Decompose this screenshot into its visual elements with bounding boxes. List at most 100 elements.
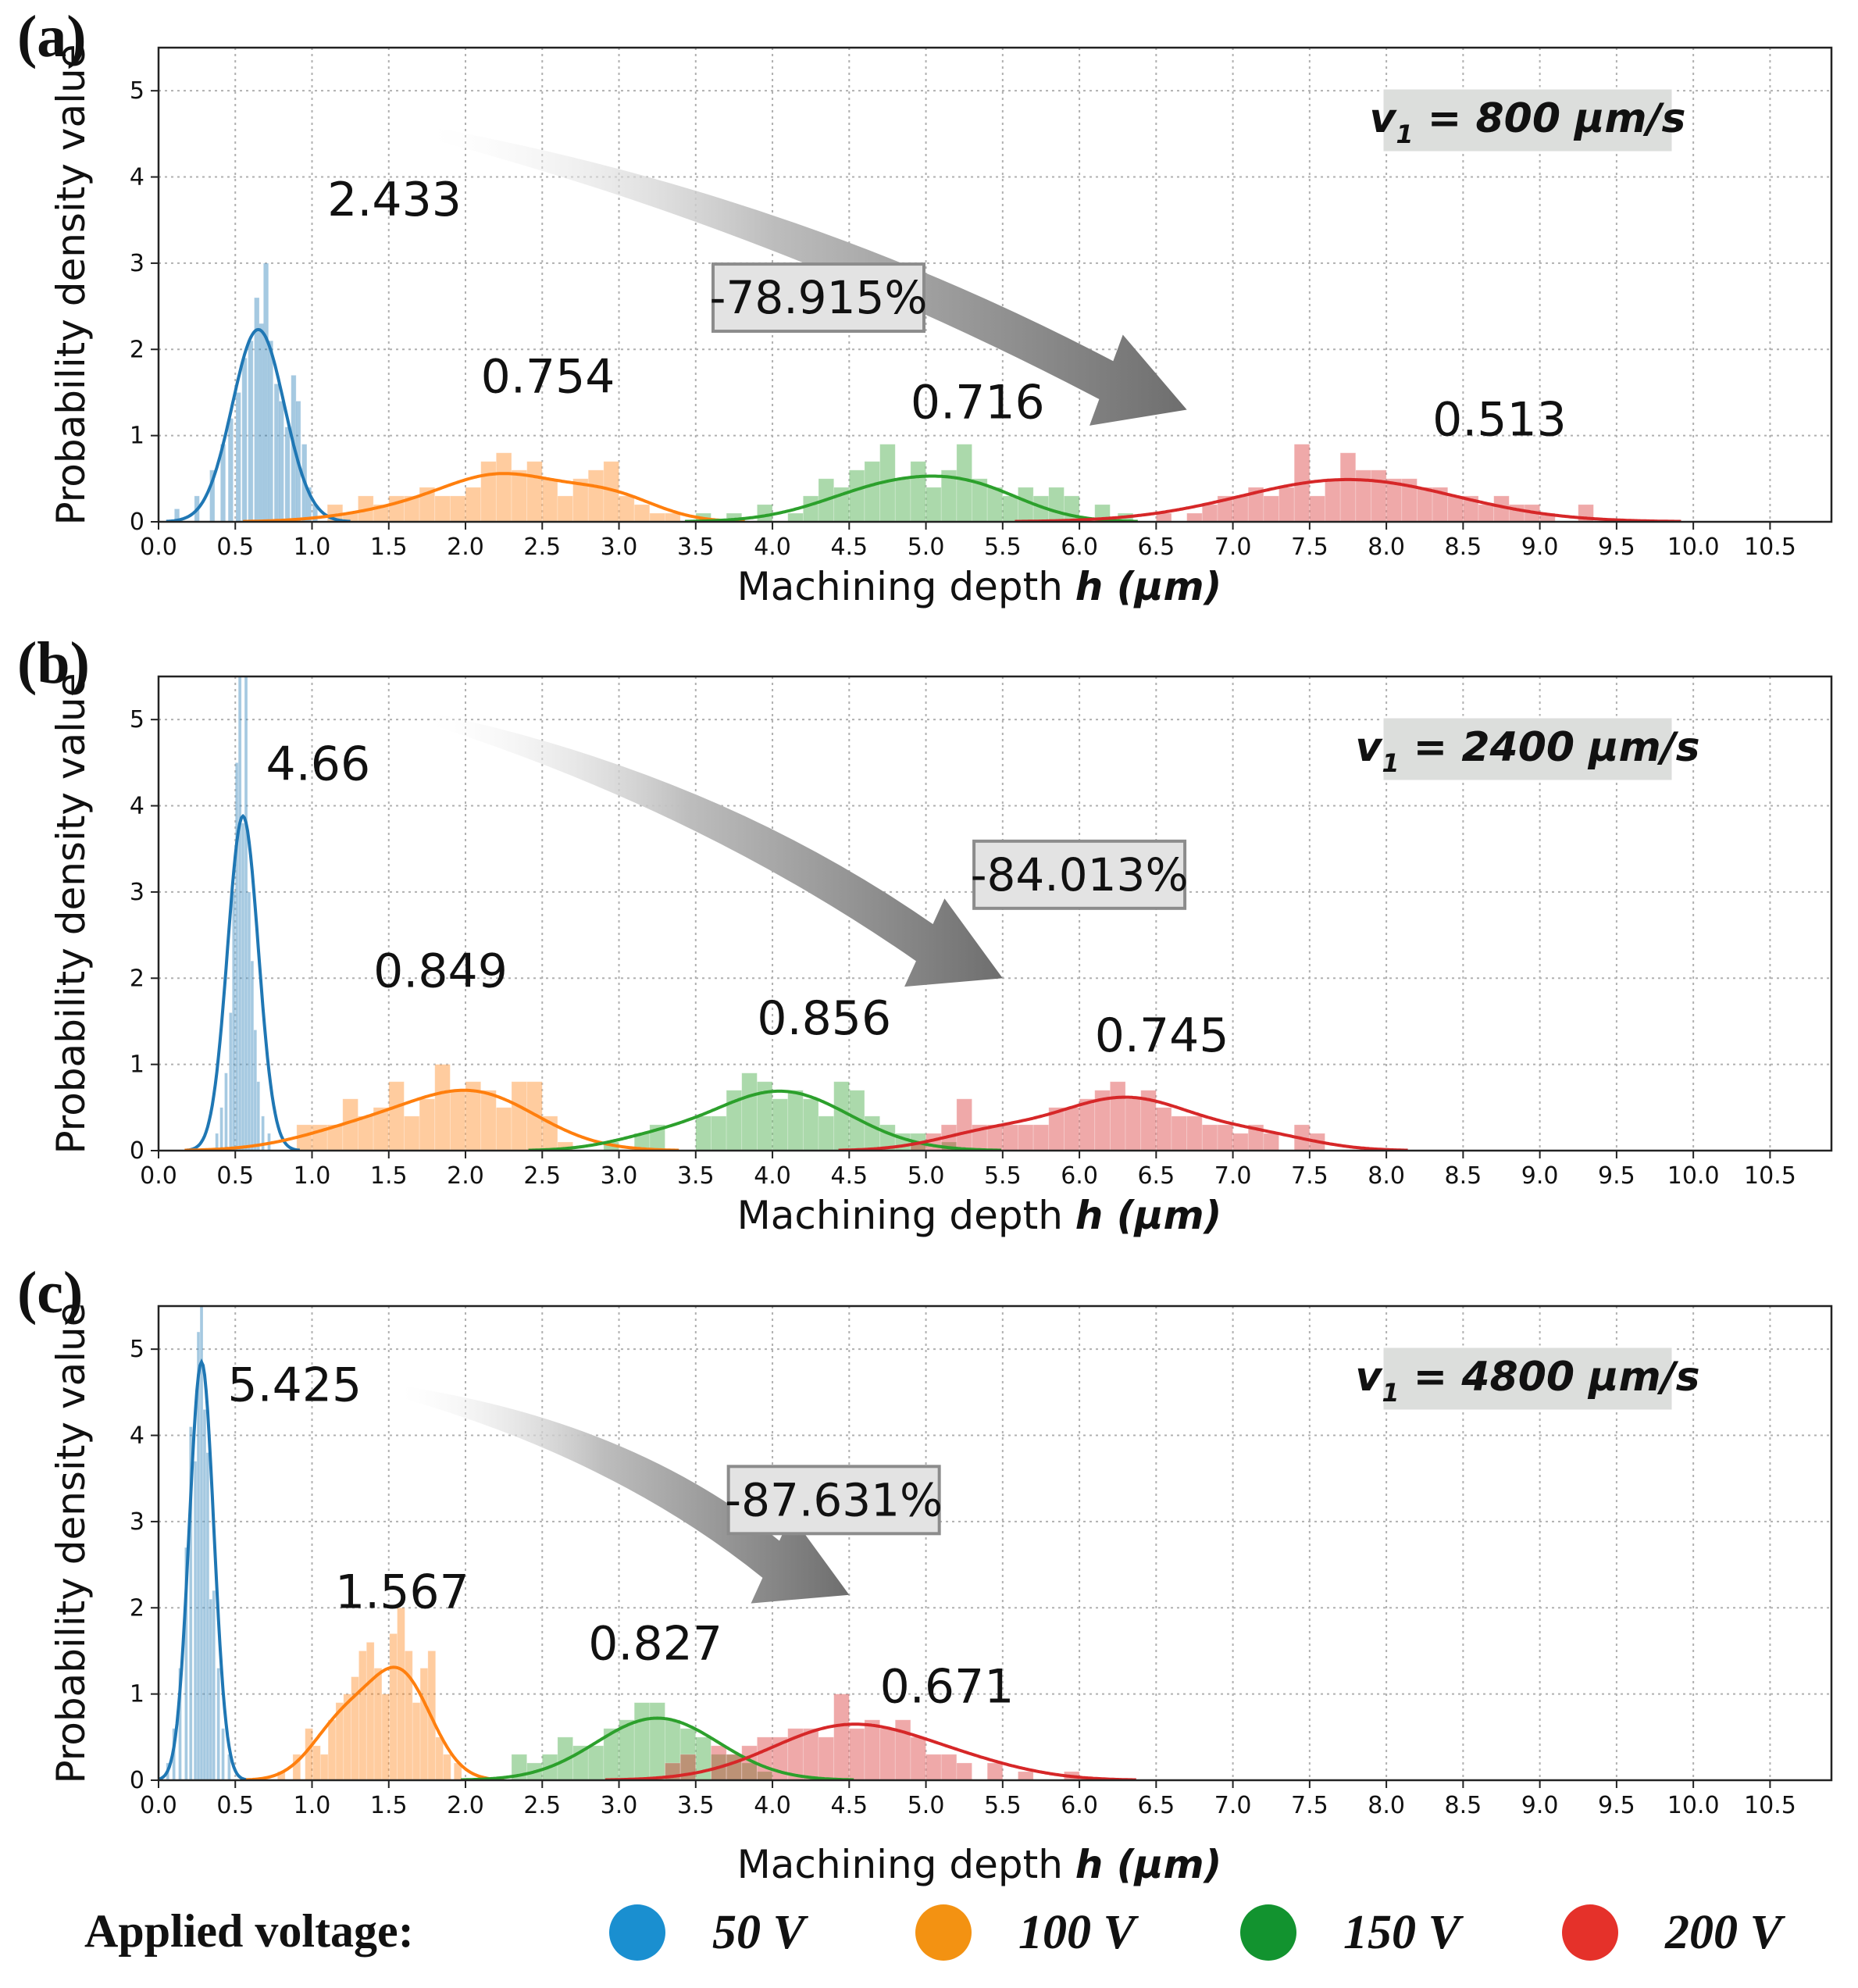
legend-item-150v: 150 V	[1240, 1901, 1460, 1964]
x-tick-label-c-10: 5.0	[908, 1792, 945, 1819]
hist-bar-50v-b-6	[237, 676, 242, 1151]
hist-bar-200v-c-13	[879, 1728, 896, 1780]
y-tick-label-a-2: 2	[130, 336, 144, 363]
histogram-100v-b	[296, 1064, 573, 1151]
x-tick-label-c-1: 0.5	[216, 1792, 254, 1819]
hist-bar-100v-c-12	[381, 1694, 391, 1780]
legend-dot-200v	[1562, 1904, 1618, 1961]
hist-bar-200v-b-8	[1032, 1124, 1050, 1151]
hist-bar-100v-a-15	[557, 495, 573, 522]
hist-bar-200v-b-10	[1064, 1107, 1080, 1151]
hist-bar-200v-b-23	[1263, 1133, 1279, 1151]
hist-bar-100v-c-14	[397, 1607, 405, 1780]
legend-item-200v: 200 V	[1562, 1901, 1782, 1964]
x-tick-label-c-5: 2.5	[523, 1792, 561, 1819]
x-tick-label-b-19: 9.5	[1598, 1162, 1635, 1190]
hist-bar-50v-a-4	[227, 418, 234, 522]
y-tick-label-b-0: 0	[130, 1137, 144, 1165]
x-tick-label-a-13: 6.5	[1137, 534, 1175, 561]
hist-bar-200v-b-15	[1140, 1090, 1157, 1151]
hist-bar-200v-b-13	[1109, 1081, 1126, 1151]
hist-bar-200v-b-18	[1186, 1115, 1203, 1151]
hist-bar-100v-a-5	[404, 495, 420, 522]
peak-label-b-3: 0.745	[1095, 1008, 1229, 1063]
hist-bar-150v-a-11	[910, 461, 926, 522]
hist-bar-100v-b-9	[434, 1064, 451, 1151]
hist-bar-100v-b-5	[373, 1107, 390, 1151]
hist-bar-200v-b-20	[1217, 1124, 1233, 1151]
kde-curve-100v-a	[242, 472, 745, 522]
hist-bar-200v-a-0	[1155, 512, 1172, 522]
hist-bar-50v-a-7	[248, 340, 254, 522]
hist-bar-50v-a-8	[254, 297, 260, 522]
hist-bar-50v-c-13	[221, 1728, 225, 1780]
y-tick-label-b-3: 3	[130, 879, 144, 906]
hist-bar-50v-b-2	[224, 1073, 228, 1151]
hist-bar-100v-a-21	[649, 512, 665, 522]
hist-bar-200v-a-11	[1339, 452, 1357, 522]
hist-bar-100v-b-11	[465, 1081, 482, 1151]
x-tick-label-b-2: 1.0	[294, 1162, 331, 1190]
x-tick-label-c-15: 7.5	[1291, 1792, 1328, 1819]
hist-bar-200v-b-14	[1125, 1098, 1142, 1151]
hist-bar-100v-c-10	[366, 1642, 375, 1780]
kde-curve-100v-c	[245, 1665, 505, 1780]
x-tick-label-a-6: 3.0	[601, 534, 638, 561]
hist-bar-100v-a-17	[587, 469, 604, 522]
hist-bar-200v-b-17	[1171, 1115, 1188, 1151]
reduction-box-c	[726, 1465, 941, 1536]
hist-bar-50v-c-3	[184, 1547, 188, 1780]
hist-bar-150v-b-14	[864, 1115, 881, 1151]
x-tick-label-c-9: 4.5	[830, 1792, 868, 1819]
hist-bar-150v-b-8	[772, 1098, 789, 1151]
hist-bar-200v-b-19	[1201, 1124, 1218, 1151]
hist-bar-150v-b-9	[787, 1090, 804, 1151]
hist-bar-100v-b-6	[388, 1081, 405, 1151]
x-tick-label-b-9: 4.5	[830, 1162, 868, 1190]
hist-bar-150v-a-4	[802, 495, 819, 522]
x-tick-label-a-8: 4.0	[754, 534, 791, 561]
x-tick-label-a-14: 7.0	[1214, 534, 1252, 561]
panel-a: 0.0 0.5 1.0 1.5 2.0 2.5 3.0 3.5 4.0 4.5 5.0 5.5 6.0 6…	[48, 45, 1833, 609]
x-tick-label-c-3: 1.5	[370, 1792, 408, 1819]
y-tick-label-a-5: 5	[130, 77, 144, 105]
x-tick-label-c-11: 5.5	[984, 1792, 1022, 1819]
hist-bar-200v-a-12	[1355, 469, 1371, 522]
histogram-50v-c	[166, 1306, 231, 1780]
hist-bar-100v-a-13	[526, 461, 543, 522]
chart-canvas: 0.0 0.5 1.0 1.5 2.0 2.5 3.0 3.5 4.0 4.5 5.0 5.5 6.0 6…	[48, 45, 1833, 1887]
kde-curve-150v-a	[684, 474, 1138, 522]
x-tick-label-a-21: 10.5	[1744, 534, 1796, 561]
hist-bar-200v-c-17	[940, 1754, 958, 1780]
x-tick-label-b-8: 4.0	[754, 1162, 791, 1190]
hist-bar-200v-c-3	[726, 1754, 743, 1780]
x-tick-label-c-13: 6.5	[1137, 1792, 1175, 1819]
hist-bar-200v-a-1	[1186, 512, 1203, 522]
hist-bar-50v-a-12	[273, 384, 280, 522]
x-tick-label-b-6: 3.0	[601, 1162, 638, 1190]
hist-bar-50v-c-10	[209, 1598, 213, 1780]
hist-bar-100v-a-19	[619, 495, 635, 522]
peak-label-b-2: 0.856	[757, 991, 891, 1046]
hist-bar-50v-b-3	[228, 1012, 233, 1151]
hist-bar-50v-a-6	[241, 357, 248, 522]
hist-bar-150v-a-7	[848, 469, 865, 522]
legend-item-100v: 100 V	[915, 1901, 1136, 1964]
hist-bar-50v-c-7	[199, 1306, 204, 1780]
hist-bar-200v-b-7	[1018, 1124, 1034, 1151]
legend-title: Applied voltage:	[84, 1905, 414, 1957]
kde-curve-50v-b	[186, 813, 300, 1151]
hist-bar-200v-b-6	[1002, 1124, 1018, 1151]
axes-frame-a	[157, 46, 1833, 523]
hist-bar-200v-c-10	[833, 1694, 850, 1780]
hist-bar-100v-a-8	[449, 495, 466, 522]
hist-bar-100v-b-4	[358, 1115, 374, 1151]
hist-bar-50v-b-4	[231, 891, 236, 1151]
x-tick-label-a-16: 8.0	[1368, 534, 1405, 561]
hist-bar-50v-a-9	[259, 323, 265, 522]
axes-frame-c	[157, 1305, 1833, 1782]
hist-bar-150v-c-8	[633, 1702, 651, 1780]
reduction-box-a	[711, 262, 926, 334]
hist-bar-100v-c-7	[343, 1694, 352, 1780]
hist-bar-200v-c-5	[757, 1736, 773, 1780]
